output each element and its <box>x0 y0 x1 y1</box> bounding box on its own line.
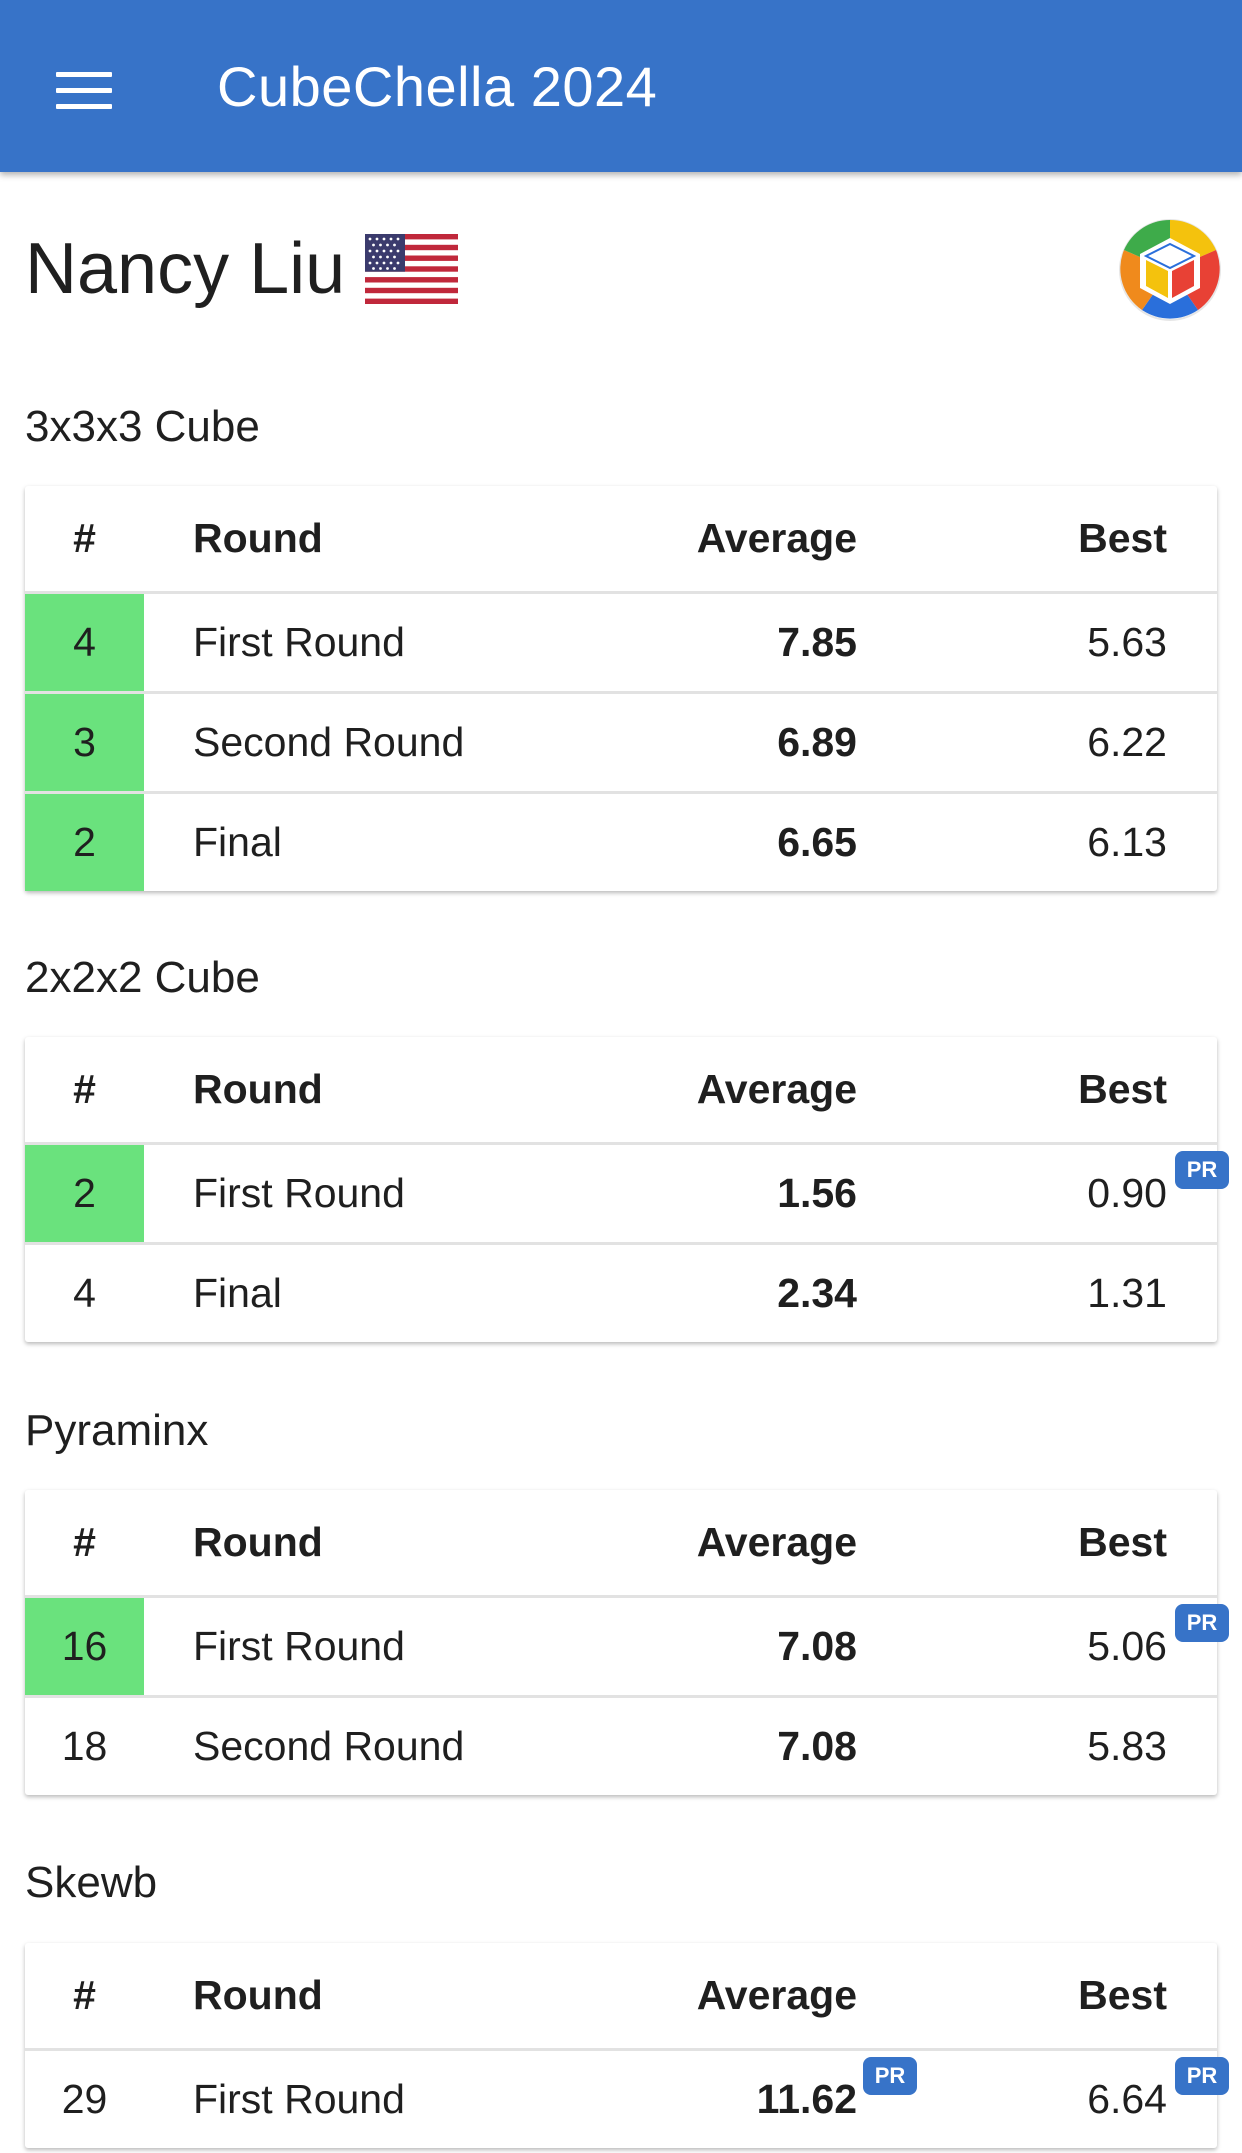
round-cell: Final <box>193 819 282 865</box>
round-cell: First Round <box>193 619 405 665</box>
table-row[interactable]: 2 Final 6.65 6.13 <box>25 791 1217 891</box>
round-cell: First Round <box>193 2076 405 2122</box>
best-cell: 1.31 <box>1087 1270 1167 1316</box>
best-header: Best <box>1078 1972 1167 2018</box>
round-cell: First Round <box>193 1623 405 1669</box>
rank-cell: 3 <box>25 694 144 791</box>
table-row[interactable]: 16 First Round 7.08 5.06 PR <box>25 1595 1229 1695</box>
table-row[interactable]: 29 First Round 11.62 6.64 PR PR <box>25 2048 1229 2148</box>
table-header: # Round Average Best <box>25 1490 1217 1595</box>
average-header: Average <box>696 1972 857 2018</box>
rank-cell: 16 <box>25 1598 144 1695</box>
rank-cell: 29 <box>61 2076 108 2122</box>
table-row[interactable]: 4 First Round 7.85 5.63 <box>25 591 1217 691</box>
average-cell: 7.85 <box>777 619 857 665</box>
pr-badge: PR <box>1175 1604 1229 1642</box>
average-cell: 6.89 <box>777 719 857 765</box>
results-table-pyraminx: # Round Average Best 16 First Round 7.08… <box>25 1490 1229 1795</box>
hamburger-menu-icon[interactable] <box>56 72 112 109</box>
round-header: Round <box>193 1972 323 2018</box>
pr-badge: PR <box>863 2057 917 2095</box>
table-row[interactable]: 4 Final 2.34 1.31 <box>25 1242 1217 1342</box>
best-cell: 5.06 <box>1087 1623 1167 1669</box>
table-row[interactable]: 2 First Round 1.56 0.90 PR <box>25 1142 1229 1242</box>
table-header: # Round Average Best <box>25 1037 1217 1142</box>
table-row[interactable]: 18 Second Round 7.08 5.83 <box>25 1695 1217 1795</box>
event-title-skewb: Skewb <box>25 1858 158 1907</box>
table-header: # Round Average Best <box>25 486 1217 591</box>
table-row[interactable]: 3 Second Round 6.89 6.22 <box>25 691 1217 791</box>
best-cell: 6.13 <box>1087 819 1167 865</box>
best-cell: 5.83 <box>1087 1723 1167 1769</box>
average-cell: 6.65 <box>777 819 857 865</box>
average-cell: 1.56 <box>777 1170 857 1216</box>
best-cell: 5.63 <box>1087 619 1167 665</box>
person-name: Nancy Liu <box>25 229 346 309</box>
rank-cell: 4 <box>25 594 144 691</box>
best-header: Best <box>1078 1066 1167 1112</box>
average-header: Average <box>696 515 857 561</box>
person-header: Nancy Liu <box>25 226 459 312</box>
round-header: Round <box>193 1519 323 1565</box>
pr-badge: PR <box>1175 1151 1229 1189</box>
results-table-3x3: # Round Average Best 4 First Round 7.85 … <box>25 486 1217 891</box>
pr-badge: PR <box>1175 2057 1229 2095</box>
round-header: Round <box>193 1066 323 1112</box>
rank-cell: 2 <box>25 794 144 891</box>
average-cell: 2.34 <box>777 1270 857 1316</box>
us-flag-icon <box>365 234 459 304</box>
app-bar: CubeChella 2024 <box>0 0 1242 172</box>
rank-cell: 2 <box>25 1145 144 1242</box>
results-table-2x2: # Round Average Best 2 First Round 1.56 … <box>25 1037 1229 1342</box>
table-header: # Round Average Best <box>25 1943 1217 2048</box>
rank-cell: 4 <box>73 1270 96 1316</box>
best-header: Best <box>1078 515 1167 561</box>
rank-header: # <box>73 1972 96 2018</box>
average-header: Average <box>696 1066 857 1112</box>
best-cell: 0.90 <box>1087 1170 1167 1216</box>
round-cell: Second Round <box>193 1723 465 1769</box>
rank-cell: 18 <box>61 1723 108 1769</box>
round-cell: First Round <box>193 1170 405 1216</box>
event-title-pyraminx: Pyraminx <box>25 1406 209 1455</box>
round-cell: Final <box>193 1270 282 1316</box>
average-cell: 11.62 <box>756 2076 857 2122</box>
round-cell: Second Round <box>193 719 465 765</box>
results-table-skewb: # Round Average Best 29 First Round 11.6… <box>25 1943 1229 2148</box>
average-header: Average <box>696 1519 857 1565</box>
average-cell: 7.08 <box>777 1723 857 1769</box>
best-cell: 6.64 <box>1087 2076 1167 2122</box>
event-title-3x3: 3x3x3 Cube <box>25 402 260 451</box>
average-cell: 7.08 <box>777 1623 857 1669</box>
rank-header: # <box>73 1066 96 1112</box>
wca-logo-icon[interactable] <box>1118 218 1222 322</box>
app-title: CubeChella 2024 <box>217 55 658 118</box>
event-title-2x2: 2x2x2 Cube <box>25 953 260 1002</box>
best-cell: 6.22 <box>1087 719 1167 765</box>
best-header: Best <box>1078 1519 1167 1565</box>
rank-header: # <box>73 515 96 561</box>
round-header: Round <box>193 515 323 561</box>
rank-header: # <box>73 1519 96 1565</box>
